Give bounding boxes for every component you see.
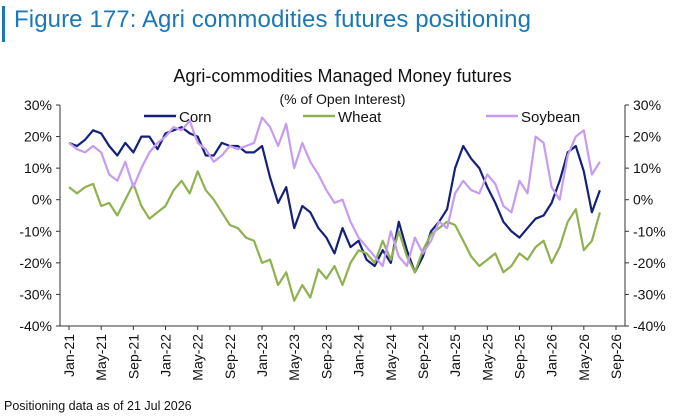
series-line-soybean xyxy=(68,116,601,268)
series-line-corn xyxy=(68,125,601,274)
x-tick-label: Sep-22 xyxy=(222,334,238,379)
legend-label-wheat: Wheat xyxy=(338,109,382,126)
series-layer xyxy=(68,116,601,302)
y-tick-label-right: -40% xyxy=(633,318,666,334)
figure-title-accent-bar xyxy=(2,6,5,42)
y-tick-label-left: -10% xyxy=(19,223,52,239)
y-tick-label-left: -40% xyxy=(19,318,52,334)
y-tick-label-left: 20% xyxy=(24,129,52,145)
x-tick-label: May-23 xyxy=(286,334,302,381)
y-tick-label-right: 10% xyxy=(633,160,661,176)
y-tick-label-left: -20% xyxy=(19,255,52,271)
x-tick-label: Jan-25 xyxy=(447,334,463,377)
x-tick-label: May-26 xyxy=(576,334,592,381)
x-tick-label: May-21 xyxy=(93,334,109,381)
series-line-wheat xyxy=(68,170,601,302)
x-tick-label: Jan-26 xyxy=(544,334,560,377)
footnote: Positioning data as of 21 Jul 2026 xyxy=(4,399,192,413)
y-tick-label-right: -10% xyxy=(633,223,666,239)
figure-title: Figure 177: Agri commodities futures pos… xyxy=(14,6,532,33)
y-tick-label-right: -30% xyxy=(633,286,666,302)
chart-subtitle: (% of Open Interest) xyxy=(279,91,405,107)
x-tick-label: May-24 xyxy=(383,334,399,381)
y-tick-label-right: 20% xyxy=(633,129,661,145)
x-tick-label: Sep-26 xyxy=(608,334,624,379)
x-tick-label: May-22 xyxy=(190,334,206,381)
x-tick-label: Sep-25 xyxy=(511,334,527,379)
y-tick-label-right: 30% xyxy=(633,97,661,113)
chart-legend: Corn Wheat Soybean xyxy=(144,109,580,126)
chart-axes: 30% 30% 20% 20% 10% 10% 0% 0% -10% -10% -20% -20% -3… xyxy=(19,97,665,381)
y-tick-label-left: 0% xyxy=(32,192,52,208)
legend-label-soybean: Soybean xyxy=(521,109,580,126)
x-tick-label: Sep-24 xyxy=(415,334,431,379)
x-tick-label: Jan-21 xyxy=(61,334,77,377)
y-tick-label-left: 30% xyxy=(24,97,52,113)
legend-label-corn: Corn xyxy=(179,109,212,126)
y-tick-label-right: -20% xyxy=(633,255,666,271)
chart-title: Agri-commodities Managed Money futures xyxy=(173,66,511,86)
x-tick-label: Sep-21 xyxy=(125,334,141,379)
y-tick-label-left: 10% xyxy=(24,160,52,176)
x-tick-label: Sep-23 xyxy=(318,334,334,379)
y-tick-label-left: -30% xyxy=(19,286,52,302)
x-tick-label: Jan-22 xyxy=(158,334,174,377)
y-tick-label-right: 0% xyxy=(633,192,653,208)
x-tick-label: Jan-24 xyxy=(351,334,367,377)
x-tick-label: Jan-23 xyxy=(254,334,270,377)
x-tick-label: May-25 xyxy=(479,334,495,381)
